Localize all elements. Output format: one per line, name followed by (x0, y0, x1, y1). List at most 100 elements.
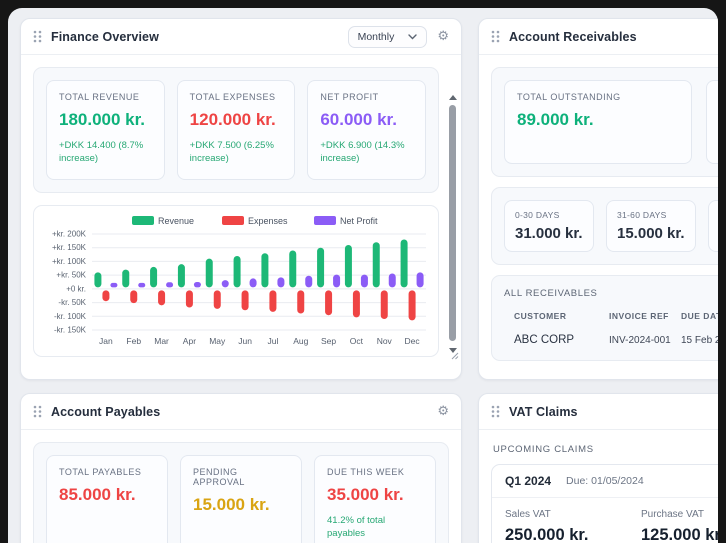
stat-total-payables: TOTAL PAYABLES 85.000 kr. (46, 455, 168, 543)
svg-text:+kr. 100K: +kr. 100K (52, 257, 87, 266)
account-payables-card: Account Payables ⚙ TOTAL PAYABLES 85.000… (20, 393, 462, 543)
svg-text:Aug: Aug (293, 336, 308, 346)
account-payables-title: Account Payables (51, 405, 160, 419)
receivables-table-header: CUSTOMER INVOICE REF DUE DATE (514, 311, 718, 321)
svg-text:+kr. 200K: +kr. 200K (52, 230, 87, 239)
sales-vat-label: Sales VAT (505, 509, 633, 520)
stat-delta: +DKK 14.400 (8.7% increase) (59, 139, 152, 166)
stat-value: 120.000 kr. (190, 110, 283, 130)
drag-handle-icon[interactable] (491, 30, 500, 43)
account-receivables-card: Account Receivables TOTAL OUTSTANDING 89… (478, 18, 718, 380)
resize-corner-icon[interactable] (451, 347, 459, 365)
bar-chart-svg: +kr. 200K+kr. 150K+kr. 100K+kr. 50K+0 kr… (36, 210, 436, 352)
settings-gear-icon[interactable]: ⚙ (437, 30, 449, 43)
drag-handle-icon[interactable] (491, 405, 500, 418)
account-receivables-header: Account Receivables (479, 19, 718, 55)
svg-text:Mar: Mar (154, 336, 169, 346)
all-receivables-section: ALL RECEIVABLES CUSTOMER INVOICE REF DUE… (491, 275, 718, 361)
period-select[interactable]: Monthly (348, 26, 428, 48)
vat-claims-header: VAT Claims (479, 394, 718, 430)
stat-value: 180.000 kr. (59, 110, 152, 130)
finance-stats-section: TOTAL REVENUE 180.000 kr. +DKK 14.400 (8… (33, 67, 439, 193)
stat-total-revenue: TOTAL REVENUE 180.000 kr. +DKK 14.400 (8… (46, 80, 165, 180)
cell-customer: ABC CORP (514, 333, 609, 348)
finance-overview-header: Finance Overview Monthly ⚙ (21, 19, 461, 55)
stat-label: TOTAL REVENUE (59, 92, 152, 102)
svg-text:-kr. 150K: -kr. 150K (54, 326, 87, 335)
stat-overdue: OVERDUE 70.000 kr. 78.7% of total (706, 80, 718, 164)
claim-period: Q1 2024 (505, 474, 551, 488)
purchase-vat-column: Purchase VAT 125.000 kr. (641, 509, 718, 543)
drag-handle-icon[interactable] (33, 30, 42, 43)
finance-bar-chart: +kr. 200K+kr. 150K+kr. 100K+kr. 50K+0 kr… (33, 205, 439, 357)
purchase-vat-label: Purchase VAT (641, 509, 718, 520)
purchase-vat-value: 125.000 kr. (641, 526, 718, 543)
aging-31-60-days: 31-60 DAYS 15.000 kr. (606, 200, 696, 252)
finance-overview-body: TOTAL REVENUE 180.000 kr. +DKK 14.400 (8… (21, 55, 461, 367)
receivables-stats-section: TOTAL OUTSTANDING 89.000 kr. OVERDUE 70.… (491, 67, 718, 177)
payables-stats-section: TOTAL PAYABLES 85.000 kr. PENDING APPROV… (33, 442, 449, 543)
sales-vat-value: 250.000 kr. (505, 526, 633, 543)
all-receivables-label: ALL RECEIVABLES (504, 288, 718, 299)
account-receivables-body: TOTAL OUTSTANDING 89.000 kr. OVERDUE 70.… (479, 55, 718, 373)
svg-text:Net Profit: Net Profit (340, 216, 378, 226)
stat-label: DUE THIS WEEK (327, 467, 423, 477)
drag-handle-icon[interactable] (33, 405, 42, 418)
aging-61-90-days: 61-90 DAYS 25.000 kr. (708, 200, 718, 252)
aging-value: 31.000 kr. (515, 225, 583, 242)
aging-label: 0-30 DAYS (515, 210, 583, 220)
vat-claims-title: VAT Claims (509, 405, 578, 419)
cell-due-date: 15 Feb 2024 (681, 334, 718, 347)
aging-label: 31-60 DAYS (617, 210, 685, 220)
settings-gear-icon[interactable]: ⚙ (437, 405, 449, 418)
stat-due-this-week: DUE THIS WEEK 35.000 kr. 41.2% of total … (314, 455, 436, 543)
svg-text:Apr: Apr (183, 336, 196, 346)
stat-net-profit: NET PROFIT 60.000 kr. +DKK 6.900 (14.3% … (307, 80, 426, 180)
svg-text:-kr. 100K: -kr. 100K (54, 312, 87, 321)
chevron-down-icon (408, 34, 417, 40)
stat-value: 85.000 kr. (59, 485, 155, 505)
stat-total-outstanding: TOTAL OUTSTANDING 89.000 kr. (504, 80, 692, 164)
svg-text:Feb: Feb (126, 336, 141, 346)
stat-label: NET PROFIT (320, 92, 413, 102)
svg-text:+kr. 150K: +kr. 150K (52, 243, 87, 252)
vertical-scrollbar[interactable] (447, 95, 458, 353)
svg-text:Expenses: Expenses (248, 216, 288, 226)
svg-text:Dec: Dec (405, 336, 421, 346)
period-select-value: Monthly (358, 31, 395, 43)
stat-label: TOTAL PAYABLES (59, 467, 155, 477)
svg-text:Jul: Jul (267, 336, 278, 346)
svg-text:+kr. 50K: +kr. 50K (56, 271, 86, 280)
table-row: ABC CORP INV-2024-001 15 Feb 2024 (514, 333, 718, 348)
claim-header: Q1 2024 Due: 01/05/2024 (492, 465, 718, 498)
svg-text:Revenue: Revenue (158, 216, 194, 226)
svg-text:Sep: Sep (321, 336, 336, 346)
receivables-aging-section: 0-30 DAYS 31.000 kr. 31-60 DAYS 15.000 k… (491, 187, 718, 265)
stat-label: TOTAL EXPENSES (190, 92, 283, 102)
dashboard-surface: Finance Overview Monthly ⚙ TOTAL REVENUE… (8, 8, 718, 543)
scrollbar-thumb[interactable] (449, 105, 456, 341)
vat-claims-body: UPCOMING CLAIMS Q1 2024 Due: 01/05/2024 … (479, 430, 718, 543)
account-payables-body: TOTAL PAYABLES 85.000 kr. PENDING APPROV… (21, 430, 461, 543)
stat-value: 89.000 kr. (517, 110, 679, 130)
claim-due-date: Due: 01/05/2024 (566, 475, 644, 487)
stat-value: 35.000 kr. (327, 485, 423, 505)
svg-text:-kr. 50K: -kr. 50K (58, 298, 86, 307)
svg-text:May: May (209, 336, 226, 346)
finance-overview-card: Finance Overview Monthly ⚙ TOTAL REVENUE… (20, 18, 462, 380)
stat-label: TOTAL OUTSTANDING (517, 92, 679, 102)
account-receivables-title: Account Receivables (509, 30, 637, 44)
aging-value: 15.000 kr. (617, 225, 685, 242)
scroll-up-arrow-icon[interactable] (449, 95, 457, 100)
svg-text:Nov: Nov (377, 336, 393, 346)
column-header-due-date: DUE DATE (681, 311, 718, 321)
svg-text:Jan: Jan (99, 336, 113, 346)
upcoming-claims-label: UPCOMING CLAIMS (491, 442, 718, 455)
finance-overview-title: Finance Overview (51, 30, 159, 44)
stat-value: 15.000 kr. (193, 495, 289, 515)
stat-pending-approval: PENDING APPROVAL 15.000 kr. (180, 455, 302, 543)
stat-delta: +DKK 6.900 (14.3% increase) (320, 139, 413, 166)
claim-values: Sales VAT 250.000 kr. Purchase VAT 125.0… (492, 498, 718, 543)
aging-0-30-days: 0-30 DAYS 31.000 kr. (504, 200, 594, 252)
stat-delta: 41.2% of total payables (327, 514, 423, 541)
